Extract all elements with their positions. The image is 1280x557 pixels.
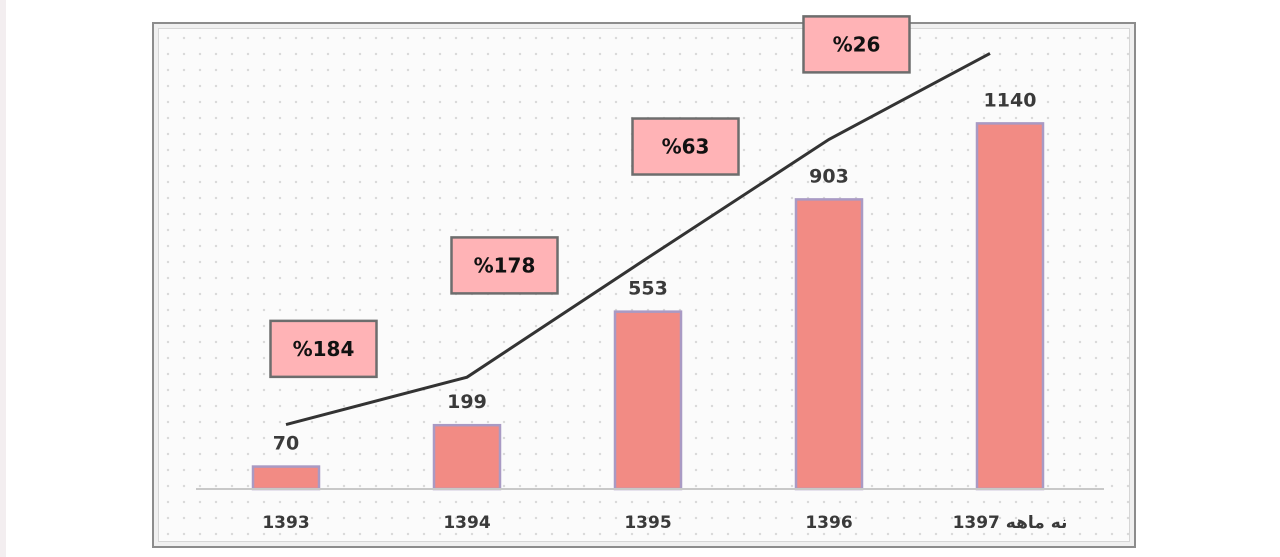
growth-box-background xyxy=(631,117,740,176)
growth-label-box: %184 xyxy=(269,319,378,379)
data-label-1395: 553 xyxy=(628,278,668,300)
data-labels-group: 70 199 553 903 1140 xyxy=(273,89,1037,454)
bars-group xyxy=(251,122,1045,491)
x-tick-labels-group: 1393 1394 1395 1396 نه ماهه 1397 xyxy=(262,513,1067,533)
growth-label-text: %26 xyxy=(833,32,881,56)
growth-label-box: %178 xyxy=(450,236,559,295)
bar-1396 xyxy=(794,198,864,491)
x-tick-label: 1396 xyxy=(805,513,852,533)
bar-1394 xyxy=(432,423,502,491)
growth-labels-group: %184 %178 %63 %26 xyxy=(269,15,911,379)
page-edge-strip xyxy=(0,0,6,557)
data-label-1396: 903 xyxy=(809,165,849,187)
growth-label-text: %184 xyxy=(293,337,355,361)
x-tick-label: 1393 xyxy=(262,513,309,533)
growth-label-text: %178 xyxy=(474,253,536,277)
x-tick-label: 1394 xyxy=(443,513,490,533)
growth-label-box: %26 xyxy=(802,15,911,74)
growth-box-background xyxy=(450,236,559,295)
growth-label-text: %63 xyxy=(662,135,710,159)
bar-نه ماهه 1397 xyxy=(975,122,1045,491)
trend-line xyxy=(285,52,991,427)
data-label-1393: 70 xyxy=(273,433,299,455)
growth-label-box: %63 xyxy=(631,117,740,176)
bar-1393 xyxy=(251,465,321,491)
x-tick-label: نه ماهه 1397 xyxy=(953,513,1068,533)
x-tick-label: 1395 xyxy=(624,513,671,533)
data-label-نه ماهه 1397: 1140 xyxy=(984,89,1037,111)
bar-1395 xyxy=(613,310,683,491)
growth-box-background xyxy=(269,319,378,379)
growth-box-background xyxy=(802,15,911,74)
data-label-1394: 199 xyxy=(447,391,487,413)
